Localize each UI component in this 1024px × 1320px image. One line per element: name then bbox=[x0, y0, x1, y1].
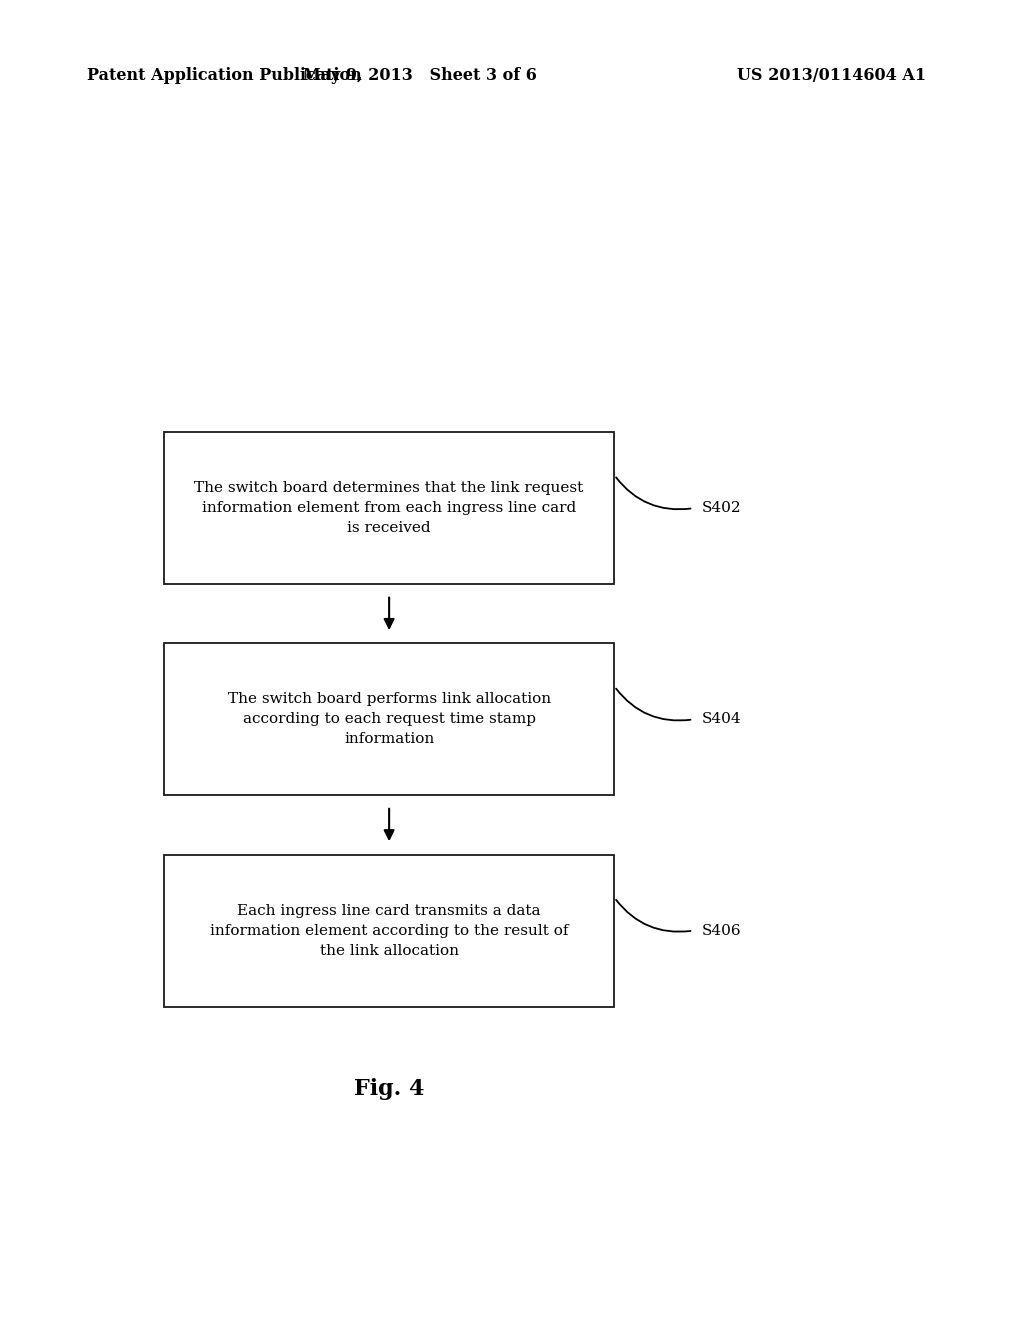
Bar bbox=[164, 855, 614, 1006]
Text: S404: S404 bbox=[701, 713, 741, 726]
Text: Patent Application Publication: Patent Application Publication bbox=[87, 66, 361, 83]
Text: S406: S406 bbox=[701, 924, 741, 937]
Bar bbox=[164, 433, 614, 583]
Text: The switch board determines that the link request
information element from each : The switch board determines that the lin… bbox=[195, 482, 584, 535]
Text: US 2013/0114604 A1: US 2013/0114604 A1 bbox=[737, 66, 927, 83]
Bar bbox=[164, 643, 614, 795]
Text: The switch board performs link allocation
according to each request time stamp
i: The switch board performs link allocatio… bbox=[227, 693, 551, 746]
Text: Each ingress line card transmits a data
information element according to the res: Each ingress line card transmits a data … bbox=[210, 904, 568, 957]
Text: May 9, 2013   Sheet 3 of 6: May 9, 2013 Sheet 3 of 6 bbox=[303, 66, 537, 83]
Text: Fig. 4: Fig. 4 bbox=[354, 1078, 424, 1100]
Text: S402: S402 bbox=[701, 502, 741, 515]
